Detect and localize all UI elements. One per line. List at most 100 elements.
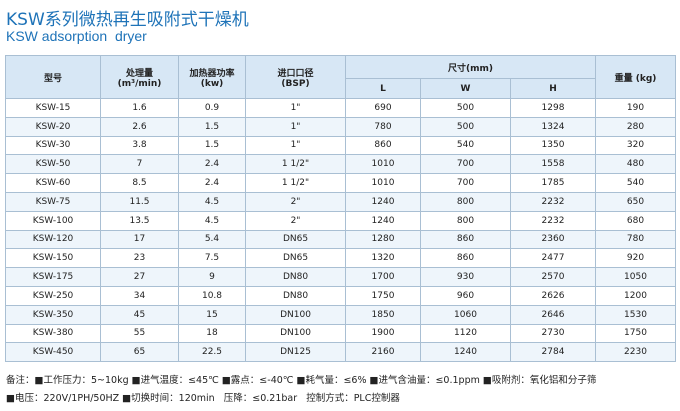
- table-cell: 500: [420, 116, 511, 137]
- table-row: KSW-20 2.6 1.5 1" 780 500 1324 280: [5, 116, 676, 137]
- table-cell: KSW-75: [5, 191, 101, 212]
- header-text: 进口口径: [277, 68, 314, 79]
- table-cell: 2": [245, 210, 346, 231]
- table-cell: KSW-20: [5, 116, 101, 137]
- table-cell: 1 1/2": [245, 154, 346, 175]
- table-cell: 1": [245, 98, 346, 118]
- table-cell: 860: [345, 135, 421, 156]
- table-cell: 860: [420, 248, 511, 269]
- table-cell: 1.6: [100, 98, 179, 118]
- table-cell: 930: [420, 267, 511, 287]
- table-cell: KSW-250: [5, 285, 101, 306]
- table-cell: 10.8: [178, 285, 246, 306]
- header-unit: (kw): [200, 78, 224, 89]
- table-cell: 2626: [510, 285, 596, 306]
- table-cell: 22.5: [178, 342, 246, 363]
- table-cell: 1050: [595, 267, 676, 287]
- table-cell: 280: [595, 116, 676, 137]
- table-cell: 700: [420, 154, 511, 175]
- table-cell: 1060: [420, 304, 511, 325]
- table-cell: KSW-100: [5, 210, 101, 231]
- table-cell: KSW-350: [5, 304, 101, 325]
- table-cell: 800: [420, 191, 511, 212]
- table-row: KSW-30 3.8 1.5 1" 860 540 1350 320: [5, 135, 676, 156]
- header-cell: 进口口径 (BSP): [245, 55, 346, 99]
- header-text: 处理量: [125, 68, 153, 79]
- table-cell: 7.5: [178, 248, 246, 269]
- table-cell: 690: [345, 98, 421, 118]
- table-cell: 1320: [345, 248, 421, 269]
- table-cell: 1850: [345, 304, 421, 325]
- table-cell: 11.5: [100, 191, 179, 212]
- header-cell: 尺寸(mm): [345, 55, 596, 79]
- table-row: KSW-15 1.6 0.9 1" 690 500 1298 190: [5, 98, 676, 118]
- table-cell: 960: [420, 285, 511, 306]
- table-cell: 1.5: [178, 116, 246, 137]
- table-cell: 920: [595, 248, 676, 269]
- table-row: KSW-60 8.5 2.4 1 1/2" 1010 700 1785 540: [5, 173, 676, 193]
- table-row: KSW-150 23 7.5 DN65 1320 860 2477 920: [5, 248, 676, 269]
- table-cell: KSW-30: [5, 135, 101, 156]
- table-cell: 1010: [345, 154, 421, 175]
- note-line: 备注：■工作压力：5~10kg ■进气温度：≤45℃ ■露点：≤-40℃ ■耗气…: [6, 375, 597, 386]
- table-cell: 2360: [510, 229, 596, 250]
- table-cell: 1750: [345, 285, 421, 306]
- table-row: KSW-100 13.5 4.5 2" 1240 800 2232 680: [5, 210, 676, 231]
- table-row: KSW-350 45 15 DN100 1850 1060 2646 1530: [5, 304, 676, 325]
- table-cell: 5.4: [178, 229, 246, 250]
- table-cell: KSW-50: [5, 154, 101, 175]
- table-cell: 0.9: [178, 98, 246, 118]
- table-cell: 15: [178, 304, 246, 325]
- table-cell: 500: [420, 98, 511, 118]
- table-cell: 190: [595, 98, 676, 118]
- table-cell: 650: [595, 191, 676, 212]
- title: KSW系列微热再生吸附式干燥机: [6, 10, 249, 30]
- table-cell: DN65: [245, 248, 346, 269]
- table-cell: 1 1/2": [245, 173, 346, 193]
- table-row: KSW-50 7 2.4 1 1/2" 1010 700 1558 480: [5, 154, 676, 175]
- table-cell: 1010: [345, 173, 421, 193]
- table-cell: KSW-175: [5, 267, 101, 287]
- table-cell: DN100: [245, 304, 346, 325]
- table-cell: 2.6: [100, 116, 179, 137]
- table-cell: 7: [100, 154, 179, 175]
- header-unit: (m³/min): [117, 78, 162, 89]
- table-cell: 680: [595, 210, 676, 231]
- header-cell: 型号: [5, 55, 101, 99]
- table-cell: 2.4: [178, 173, 246, 193]
- table-cell: 1350: [510, 135, 596, 156]
- table-cell: 800: [420, 210, 511, 231]
- table-cell: 860: [420, 229, 511, 250]
- header-cell: L: [345, 78, 421, 99]
- notes: 备注：■工作压力：5~10kg ■进气温度：≤45℃ ■露点：≤-40℃ ■耗气…: [6, 372, 596, 408]
- table-cell: 65: [100, 342, 179, 363]
- table-cell: 320: [595, 135, 676, 156]
- table-row: KSW-175 27 9 DN80 1700 930 2570 1050: [5, 267, 676, 287]
- table-cell: 23: [100, 248, 179, 269]
- table-cell: 700: [420, 173, 511, 193]
- table-cell: KSW-120: [5, 229, 101, 250]
- table-cell: 480: [595, 154, 676, 175]
- table-cell: 1700: [345, 267, 421, 287]
- table-cell: 2232: [510, 191, 596, 212]
- table-row: KSW-450 65 22.5 DN125 2160 1240 2784 2230: [5, 342, 676, 363]
- spec-table: 型号 处理量 (m³/min) 加热器功率 (kw) 进口口径 (BSP) 尺寸(mm…: [5, 55, 676, 363]
- table-cell: 55: [100, 323, 179, 344]
- table-cell: 13.5: [100, 210, 179, 231]
- table-cell: 1785: [510, 173, 596, 193]
- header-cell: 加热器功率 (kw): [178, 55, 246, 99]
- table-cell: 1530: [595, 304, 676, 325]
- table-cell: 45: [100, 304, 179, 325]
- header-text: 加热器功率: [189, 68, 235, 79]
- table-row: KSW-250 34 10.8 DN80 1750 960 2626 1200: [5, 285, 676, 306]
- table-cell: 1900: [345, 323, 421, 344]
- table-cell: 1120: [420, 323, 511, 344]
- table-cell: DN80: [245, 285, 346, 306]
- table-cell: DN100: [245, 323, 346, 344]
- table-cell: 18: [178, 323, 246, 344]
- table-cell: 1240: [420, 342, 511, 363]
- table-row: KSW-75 11.5 4.5 2" 1240 800 2232 650: [5, 191, 676, 212]
- table-row: KSW-380 55 18 DN100 1900 1120 2730 1750: [5, 323, 676, 344]
- table-cell: 2784: [510, 342, 596, 363]
- header-text: 型号: [43, 73, 62, 84]
